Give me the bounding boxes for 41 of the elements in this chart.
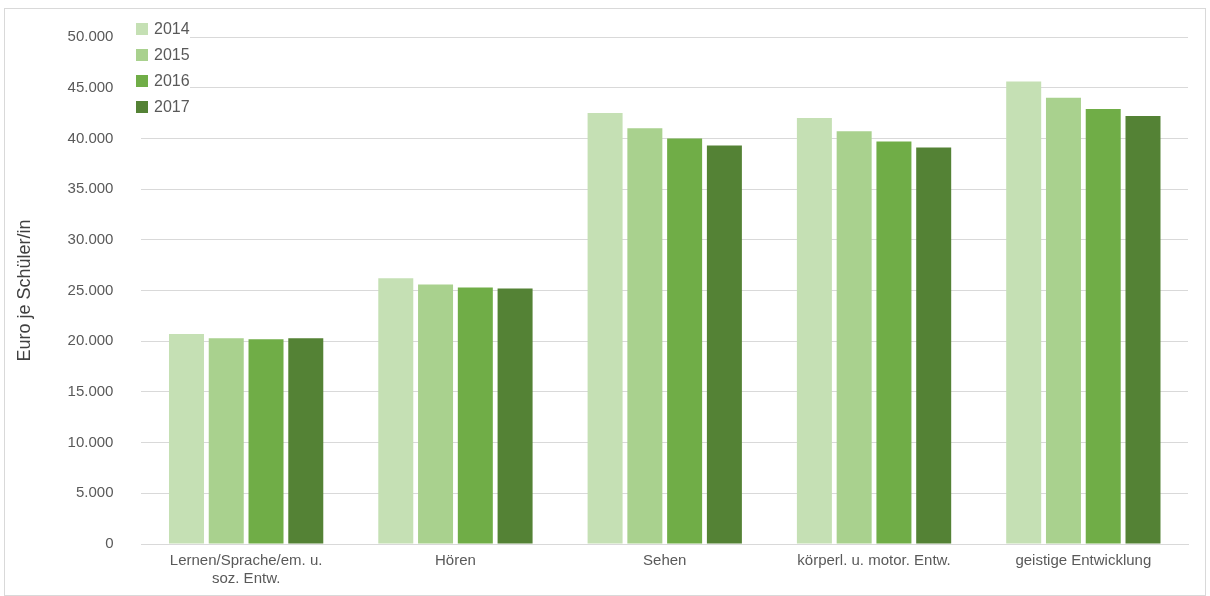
bar bbox=[587, 113, 623, 544]
bar bbox=[418, 284, 454, 544]
y-tick-label: 15.000 bbox=[67, 382, 114, 400]
bar bbox=[208, 338, 244, 544]
bar bbox=[248, 339, 284, 544]
y-tick-label: 35.000 bbox=[67, 179, 114, 197]
x-tick-label: Lernen/Sprache/em. u. soz. Entw. bbox=[169, 551, 323, 587]
bar bbox=[1125, 116, 1161, 544]
legend-label: 2014 bbox=[154, 20, 190, 38]
bar bbox=[1006, 81, 1042, 544]
y-tick-label: 45.000 bbox=[67, 77, 114, 95]
bar bbox=[876, 141, 912, 544]
bar bbox=[168, 334, 204, 544]
y-tick-label: 30.000 bbox=[67, 229, 114, 247]
y-tick-label: 25.000 bbox=[67, 280, 114, 298]
bar bbox=[916, 147, 952, 544]
x-tick-label: körperl. u. motor. Entw. bbox=[797, 551, 951, 569]
legend-label: 2015 bbox=[154, 46, 190, 64]
y-tick-label: 20.000 bbox=[67, 331, 114, 349]
bar bbox=[1085, 108, 1121, 544]
bar bbox=[457, 287, 493, 544]
y-tick-label: 10.000 bbox=[67, 432, 114, 450]
bar bbox=[627, 128, 663, 544]
bar bbox=[706, 145, 742, 544]
legend-label: 2016 bbox=[154, 72, 190, 90]
bar bbox=[667, 138, 703, 544]
bar bbox=[1045, 97, 1081, 544]
x-tick-label: Hören bbox=[435, 551, 476, 569]
x-tick-label: geistige Entwicklung bbox=[1015, 551, 1152, 569]
x-tick-label: Sehen bbox=[643, 551, 687, 569]
y-tick-label: 40.000 bbox=[67, 128, 114, 146]
y-tick-label: 5.000 bbox=[75, 483, 114, 501]
bar bbox=[378, 278, 414, 544]
y-axis-title: Euro je Schüler/in bbox=[13, 219, 34, 362]
y-tick-label: 0 bbox=[105, 534, 114, 552]
bar bbox=[288, 338, 324, 544]
bar bbox=[497, 288, 533, 544]
bar bbox=[796, 118, 832, 544]
legend-label: 2017 bbox=[154, 98, 190, 116]
bar bbox=[836, 131, 872, 544]
y-tick-label: 50.000 bbox=[67, 27, 114, 45]
